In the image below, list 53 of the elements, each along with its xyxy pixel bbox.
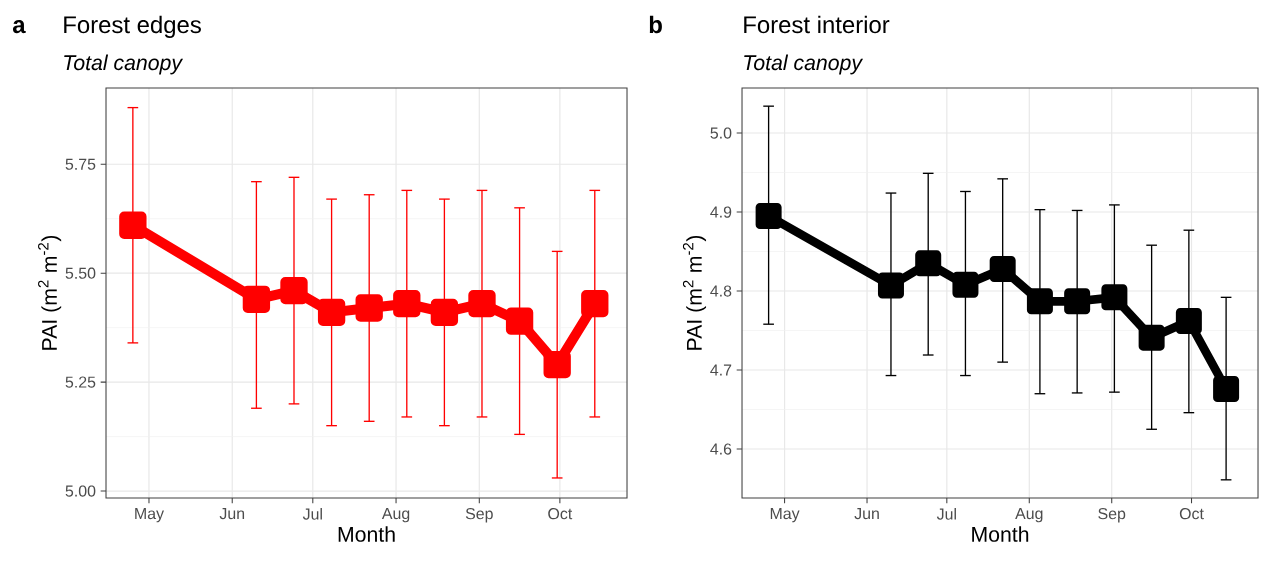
point (877, 272, 904, 299)
point (280, 276, 308, 305)
x-tick-label: Sep (1098, 508, 1126, 523)
point (581, 290, 609, 318)
point (915, 250, 942, 277)
x-tick-label: Jun (854, 508, 879, 520)
x-tick-label: Jun (219, 508, 245, 520)
x-tick-label: Jul (302, 508, 322, 520)
chart-subtitle: Total canopy (64, 54, 184, 75)
point (1026, 288, 1053, 315)
y-tick-label: 5.25 (65, 376, 96, 388)
point (1175, 308, 1202, 335)
x-tick-label: Sep (465, 508, 493, 523)
x-tick-label: Aug (1015, 508, 1043, 523)
y-axis-title: PAI (m$^{2}$ m$^{-2}$) (38, 235, 62, 350)
point (468, 290, 496, 318)
x-tick-label: Oct (1179, 508, 1204, 520)
y-axis-title: PAI (m$^{2}$ m$^{-2}$) (682, 235, 707, 350)
text: b (649, 15, 662, 34)
point (1101, 284, 1128, 311)
y-tick-label: 4.9 (710, 206, 732, 218)
point (393, 290, 421, 318)
y-tick-label: 5.50 (65, 267, 96, 279)
y-tick-label: 5.0 (710, 127, 732, 139)
point (952, 271, 979, 298)
chart-title: Forest interior (744, 15, 890, 34)
chart-subtitle: Total canopy (744, 54, 864, 75)
y-tick-label: 4.7 (710, 364, 732, 376)
point (317, 298, 346, 327)
x-tick-label: Oct (548, 508, 573, 520)
x-tick-label: Aug (381, 508, 410, 523)
text: a (12, 20, 26, 34)
y-tick-label: 4.8 (710, 285, 732, 297)
point (755, 202, 782, 229)
point (355, 294, 383, 322)
point (543, 351, 571, 379)
point (505, 307, 534, 335)
x-axis-title: Month (338, 526, 395, 542)
x-tick-label: May (770, 508, 800, 523)
point (430, 298, 459, 327)
x-axis-title: Month (972, 526, 1029, 542)
point (119, 211, 147, 239)
y-tick-label: 5.00 (65, 485, 96, 497)
point (1213, 375, 1240, 402)
point (1138, 324, 1165, 351)
x-tick-label: Jul (936, 508, 956, 520)
y-tick-label: 4.6 (710, 443, 732, 455)
x-tick-label: May (135, 508, 164, 523)
point (989, 255, 1016, 282)
y-tick-label: 5.75 (65, 158, 96, 170)
point (1064, 288, 1091, 315)
point (242, 285, 271, 313)
chart-title: Forest edges (64, 15, 201, 38)
